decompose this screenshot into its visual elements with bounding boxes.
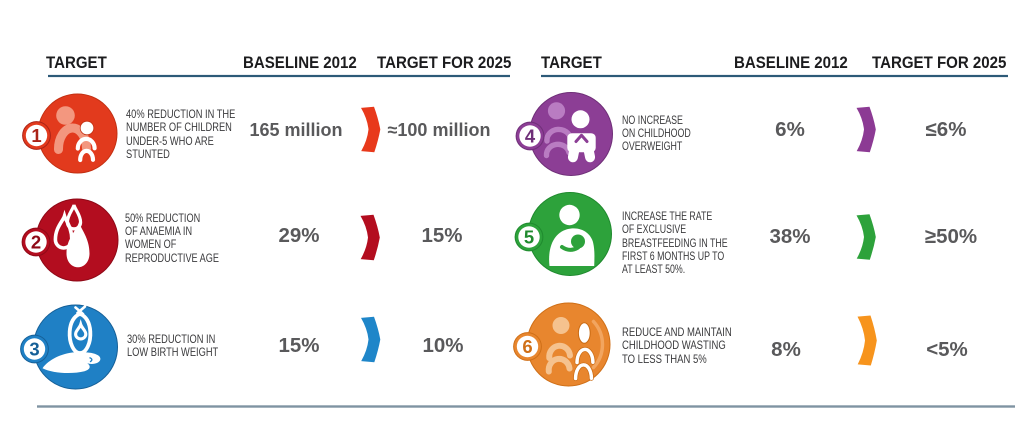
svg-text:1: 1 (31, 125, 41, 146)
svg-text:2: 2 (31, 232, 41, 253)
svg-text:3: 3 (29, 339, 39, 360)
svg-text:4: 4 (525, 126, 536, 147)
svg-text:6: 6 (522, 336, 532, 357)
svg-text:5: 5 (524, 227, 534, 248)
